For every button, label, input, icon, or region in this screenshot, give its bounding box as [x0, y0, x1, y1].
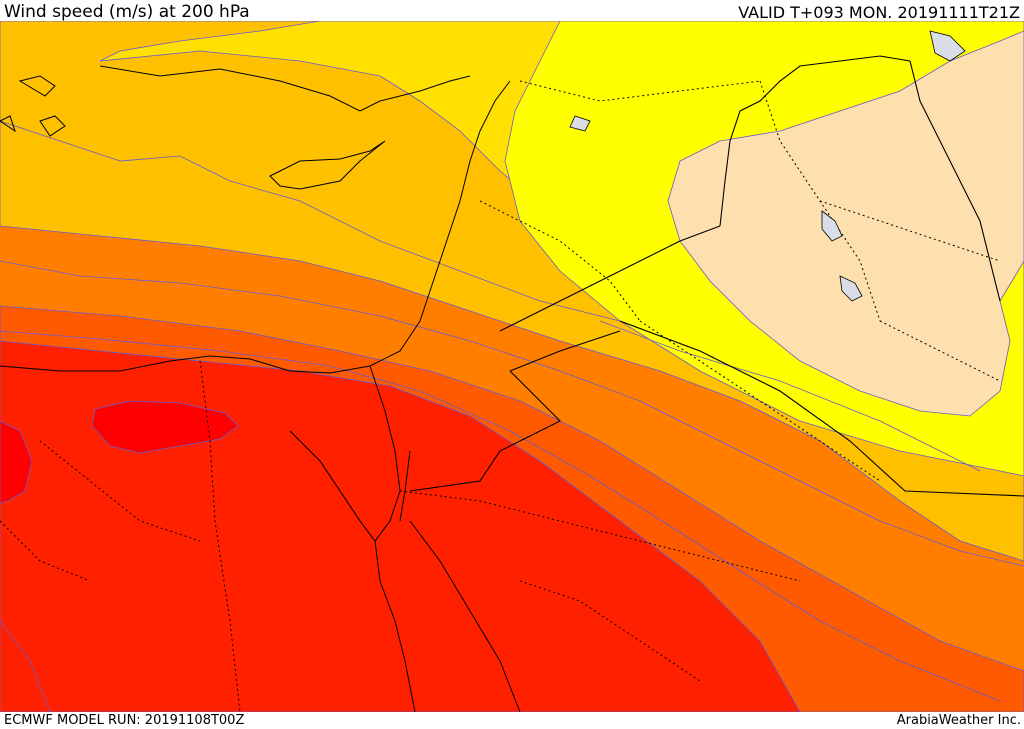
lake-tharthar [821, 210, 843, 242]
political-borders [0, 80, 1001, 712]
chart-title: Wind speed (m/s) at 200 hPa [4, 2, 250, 22]
header-bar: Wind speed (m/s) at 200 hPa VALID T+093 … [0, 0, 1024, 22]
credit-label: ArabiaWeather Inc. [896, 713, 1021, 728]
wind-speed-map-svg [0, 21, 1024, 712]
weather-map [0, 21, 1024, 712]
valid-time-label: VALID T+093 MON. 20191111T21Z [738, 3, 1020, 22]
band-red-core-west [0, 420, 33, 504]
footer-bar: ECMWF MODEL RUN: 20191108T00Z ArabiaWeat… [0, 712, 1024, 729]
lake-razzaza [839, 275, 863, 302]
lake-assad [569, 115, 591, 132]
lake-van [929, 30, 966, 62]
band-red-core [91, 400, 239, 454]
model-run-label: ECMWF MODEL RUN: 20191108T00Z [4, 713, 245, 728]
band-peach [667, 30, 1024, 417]
contour-lines [0, 120, 1024, 712]
country-lines [409, 55, 1024, 497]
lakes [569, 30, 966, 302]
coastlines [0, 65, 521, 712]
